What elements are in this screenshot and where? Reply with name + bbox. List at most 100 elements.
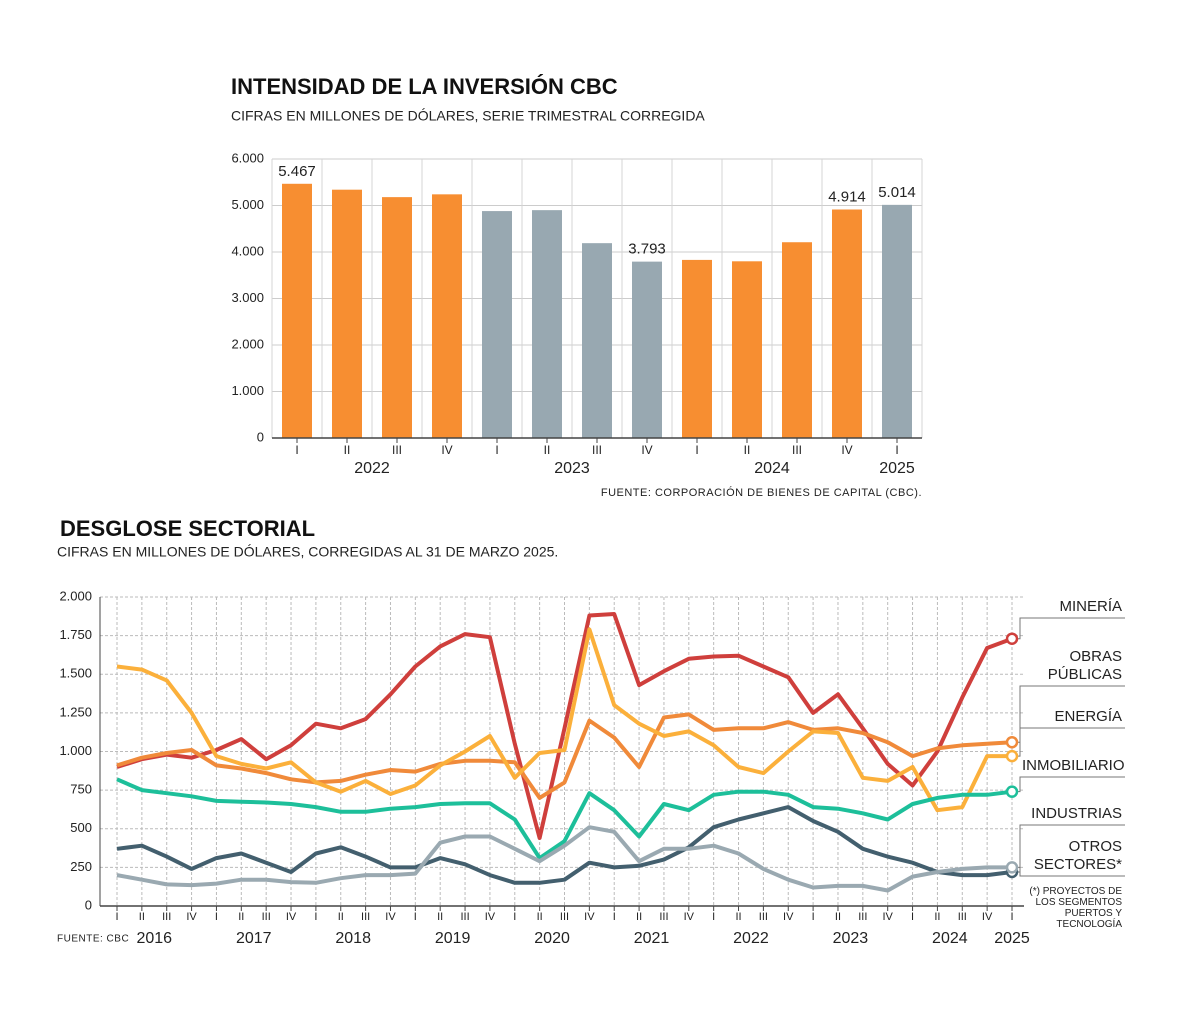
leader-line — [1017, 685, 1125, 743]
x-tick-label: I — [895, 443, 898, 457]
bar — [282, 183, 312, 438]
x-tick-label: II — [744, 443, 751, 457]
x-tick-label: II — [934, 911, 940, 923]
y-tick-label: 750 — [70, 782, 92, 797]
x-tick-label: I — [911, 911, 914, 923]
x-tick-label: III — [659, 911, 668, 923]
chart-title: DESGLOSE SECTORIAL — [60, 516, 315, 541]
x-tick-label: IV — [441, 443, 452, 457]
y-tick-label: 6.000 — [231, 150, 264, 165]
y-tick-label: 3.000 — [231, 290, 264, 305]
x-group-label: 2017 — [236, 930, 272, 947]
legend-label: ENERGÍA — [1054, 708, 1122, 725]
bar — [732, 261, 762, 438]
bar — [682, 259, 712, 438]
y-tick-label: 1.500 — [59, 666, 92, 681]
x-tick-label: III — [162, 911, 171, 923]
x-tick-label: III — [592, 443, 602, 457]
x-tick-label: IV — [186, 911, 197, 923]
legend-label: MINERÍA — [1059, 598, 1122, 615]
x-tick-label: III — [262, 911, 271, 923]
x-group-label: 2020 — [534, 930, 570, 947]
series-line — [116, 712, 1013, 800]
y-tick-label: 2.000 — [59, 588, 92, 603]
x-tick-label: II — [344, 443, 351, 457]
y-tick-label: 0 — [257, 429, 264, 444]
x-tick-label: III — [361, 911, 370, 923]
y-tick-label: 1.000 — [59, 743, 92, 758]
series-line — [116, 825, 1012, 893]
x-tick-label: II — [636, 911, 642, 923]
end-marker — [1005, 861, 1019, 874]
bar — [882, 204, 912, 438]
legend-label: OTROS SECTORES* — [1033, 838, 1122, 873]
x-tick-label: I — [215, 911, 218, 923]
x-tick-label: III — [460, 911, 469, 923]
x-tick-label: III — [392, 443, 402, 457]
x-tick-label: IV — [783, 911, 794, 923]
y-tick-label: 2.000 — [231, 336, 264, 351]
x-group-label: 2024 — [932, 930, 968, 947]
x-group-label: 2025 — [994, 930, 1030, 947]
x-group-label: 2019 — [435, 930, 471, 947]
legend-label: OBRAS PÚBLICAS — [1047, 648, 1122, 683]
y-tick-label: 0 — [85, 897, 92, 912]
x-group-label: 2021 — [634, 930, 670, 947]
legend-label: INMOBILIARIO — [1022, 757, 1125, 774]
x-tick-label: I — [495, 443, 498, 457]
x-tick-label: I — [712, 911, 715, 923]
x-group-label: 2018 — [335, 930, 371, 947]
data-label: 5.467 — [278, 163, 316, 180]
x-tick-label: III — [759, 911, 768, 923]
x-group-label: 2022 — [733, 930, 769, 947]
bar — [582, 243, 612, 438]
y-tick-label: 250 — [70, 859, 92, 874]
source: FUENTE: CORPORACIÓN DE BIENES DE CAPITAL… — [601, 486, 922, 499]
source: FUENTE: CBC — [57, 934, 129, 945]
leader-line — [1017, 776, 1125, 793]
bar — [332, 189, 362, 438]
x-tick-label: II — [735, 911, 741, 923]
x-tick-label: III — [560, 911, 569, 923]
x-tick-label: I — [513, 911, 516, 923]
end-marker — [1005, 785, 1019, 798]
y-tick-label: 1.750 — [59, 627, 92, 642]
x-tick-label: IV — [286, 911, 297, 923]
legend-label: INDUSTRIAS — [1031, 805, 1122, 822]
y-tick-label: 4.000 — [231, 243, 264, 258]
x-tick-label: II — [835, 911, 841, 923]
x-tick-label: IV — [982, 911, 993, 923]
bar — [782, 242, 812, 438]
chart-title: INTENSIDAD DE LA INVERSIÓN CBC — [231, 74, 618, 99]
end-marker — [1005, 735, 1019, 749]
series-line — [116, 612, 1013, 840]
x-tick-label: III — [958, 911, 967, 923]
data-label: 5.014 — [878, 184, 916, 201]
bar — [632, 261, 662, 438]
x-tick-label: II — [238, 911, 244, 923]
x-tick-label: IV — [882, 911, 893, 923]
x-tick-label: II — [139, 911, 145, 923]
y-tick-label: 1.250 — [59, 704, 92, 719]
x-tick-label: I — [314, 911, 317, 923]
leader-line — [1017, 866, 1125, 877]
x-tick-label: IV — [584, 911, 595, 923]
end-marker — [1005, 632, 1019, 645]
x-tick-label: I — [295, 443, 298, 457]
y-tick-label: 1.000 — [231, 383, 264, 398]
chart-subtitle: CIFRAS EN MILLONES DE DÓLARES, SERIE TRI… — [231, 108, 705, 124]
data-label: 4.914 — [828, 188, 866, 205]
x-tick-label: II — [437, 911, 443, 923]
y-tick-label: 5.000 — [231, 197, 264, 212]
x-group-label: 2023 — [833, 930, 869, 947]
series-line — [116, 777, 1013, 861]
chart-subtitle: CIFRAS EN MILLONES DE DÓLARES, CORREGIDA… — [57, 544, 558, 560]
leader-line — [1017, 727, 1125, 757]
series-line — [116, 627, 1012, 813]
x-group-label: 2025 — [879, 460, 915, 477]
leader-line — [1017, 617, 1125, 640]
footnote: (*) PROYECTOS DE LOS SEGMENTOS PUERTOS Y… — [1029, 886, 1122, 930]
x-tick-label: III — [792, 443, 802, 457]
bar — [532, 210, 562, 438]
